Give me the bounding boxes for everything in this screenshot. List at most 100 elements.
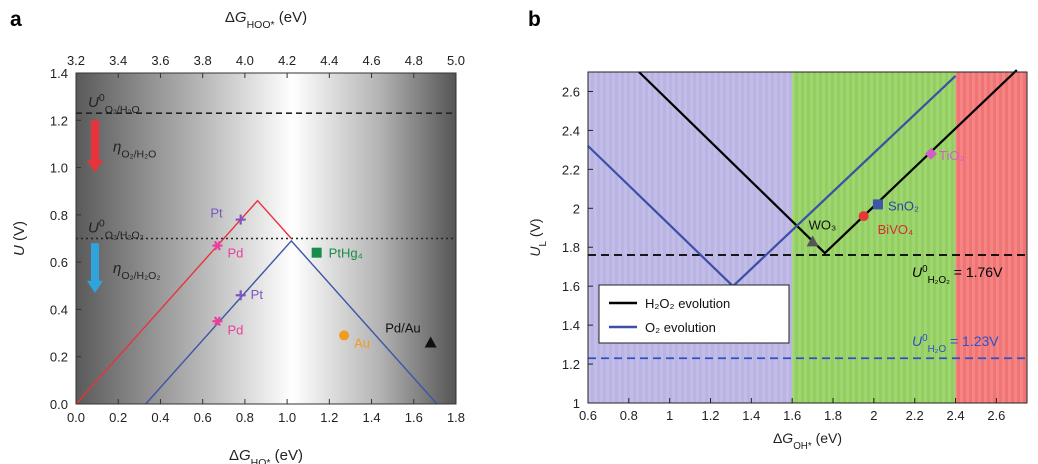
arrow-label: ηO₂/H₂O₂ — [113, 260, 160, 282]
series-line — [638, 69, 1018, 255]
data-point-marker — [311, 247, 322, 258]
panel-label-b: b — [528, 8, 541, 31]
data-point-label: Pt — [251, 287, 264, 302]
y-tick-label: 1.2 — [562, 357, 580, 372]
panel-label-a: a — [10, 8, 22, 31]
y-tick-label: 1.8 — [562, 240, 580, 255]
data-point-label: Au — [354, 335, 370, 350]
x2-tick-label: 4.8 — [405, 53, 423, 68]
y-tick-label: 1.0 — [50, 161, 68, 176]
x-tick-label: 0.2 — [109, 410, 127, 425]
x-tick-label: 2.6 — [987, 408, 1005, 423]
x2-tick-label: 4.2 — [278, 53, 296, 68]
x2-tick-label: 4.4 — [320, 53, 338, 68]
plot-frame — [75, 72, 457, 405]
x2-tick-label: 3.8 — [194, 53, 212, 68]
data-point-marker — [212, 240, 223, 251]
data-point-label: PtHg₄ — [329, 246, 363, 261]
x2-tick-label: 3.2 — [67, 53, 85, 68]
data-point-label: Pd — [227, 322, 243, 337]
x-tick-label: 1.8 — [824, 408, 842, 423]
data-point-marker-arm2 — [213, 240, 221, 251]
y-tick-label: 0.6 — [50, 255, 68, 270]
series-line — [145, 239, 438, 405]
y-tick-label: 1.4 — [50, 66, 68, 81]
y-tick-label: 0.0 — [50, 397, 68, 412]
data-point-marker — [806, 235, 819, 247]
legend: H₂O₂ evolution O₂ evolution — [598, 284, 790, 344]
x-tick-label: 0.4 — [151, 410, 169, 425]
x-tick-label: 2 — [870, 408, 877, 423]
x2-axis-title: ΔGHOO* (eV) — [225, 9, 307, 31]
x-tick-label: 1.6 — [405, 410, 423, 425]
series-line — [75, 199, 292, 405]
y-axis-title: UL (V) — [527, 218, 549, 256]
data-point-label: BiVO₄ — [878, 222, 914, 237]
x-tick-label: 2.2 — [906, 408, 924, 423]
x2-tick-label: 3.6 — [151, 53, 169, 68]
x-tick-label: 1.2 — [701, 408, 719, 423]
y-tick-label: 2.4 — [562, 123, 580, 138]
legend-label: O₂ evolution — [645, 320, 716, 335]
data-point-marker — [872, 199, 883, 210]
reference-line-label: U0H₂O₂ = 1.76V — [912, 264, 1003, 286]
panel-a: a U0O₂/H₂O U0O₂/H₂O₂ ηO₂/H₂O ηO₂/H₂O₂ Pt Pd Pt… — [10, 8, 465, 464]
y-tick-label: 1.6 — [562, 279, 580, 294]
shaded-region-texture — [955, 72, 1027, 403]
y-tick-label: 1.2 — [50, 113, 68, 128]
data-point-label: WO₃ — [809, 217, 837, 232]
shaded-region-texture — [588, 72, 793, 403]
x2-tick-label: 4.0 — [236, 53, 254, 68]
y-tick-label: 1.4 — [562, 318, 580, 333]
x-tick-label: 1.6 — [783, 408, 801, 423]
legend-label: H₂O₂ evolution — [645, 296, 730, 311]
y-tick-label: 2.6 — [562, 84, 580, 99]
x-tick-label: 2.4 — [946, 408, 964, 423]
x2-tick-label: 3.4 — [109, 53, 127, 68]
x-tick-label: 0.8 — [236, 410, 254, 425]
plot-frame — [587, 71, 1028, 404]
y-tick-label: 1 — [573, 396, 580, 411]
data-point-marker — [212, 316, 223, 327]
x-tick-label: 1.2 — [320, 410, 338, 425]
y-tick-label: 2 — [573, 201, 580, 216]
reference-line-label: U0O₂/H₂O — [88, 92, 140, 116]
data-point-label: Pd/Au — [385, 321, 420, 336]
x2-tick-label: 5.0 — [447, 53, 465, 68]
x-tick-label: 0.0 — [67, 410, 85, 425]
x-tick-label: 1.4 — [363, 410, 381, 425]
x-tick-label: 0.8 — [620, 408, 638, 423]
data-point-marker — [858, 211, 869, 222]
legend-box — [598, 284, 790, 344]
x-tick-label: 1.8 — [447, 410, 465, 425]
x-axis-title: ΔGOH* (eV) — [773, 430, 842, 452]
data-point-label: Pt — [210, 206, 223, 221]
data-point-marker — [424, 336, 437, 348]
data-point-marker — [339, 330, 350, 341]
data-point-label: SnO₂ — [888, 198, 919, 213]
x-tick-label: 0.6 — [579, 408, 597, 423]
data-point-marker-arm2 — [213, 316, 221, 327]
x-tick-label: 1.0 — [278, 410, 296, 425]
overpotential-arrow — [87, 120, 103, 173]
y-tick-label: 2.2 — [562, 162, 580, 177]
data-point-label: TiO₂ — [939, 148, 965, 163]
x-tick-label: 1.4 — [742, 408, 760, 423]
reference-line-label: U0O₂/H₂O₂ — [88, 218, 144, 242]
x-tick-label: 1 — [666, 408, 673, 423]
y-tick-label: 0.4 — [50, 302, 68, 317]
y-axis-title: U (V) — [11, 221, 28, 256]
data-point-label: Pd — [227, 246, 243, 261]
overpotential-arrow — [87, 243, 103, 293]
x2-tick-label: 4.6 — [363, 53, 381, 68]
y-tick-label: 0.2 — [50, 350, 68, 365]
arrow-label: ηO₂/H₂O — [113, 138, 156, 160]
reference-line-label: U0H₂O = 1.23V — [912, 333, 999, 355]
panel-b: b U0H₂O₂ = 1.76V U0H₂O = 1.23V WO₃ BiVO₄ SnO… — [527, 8, 1028, 452]
x-tick-label: 0.6 — [194, 410, 212, 425]
x-axis-title: ΔGHO* (eV) — [229, 447, 303, 464]
data-point-marker — [235, 290, 246, 301]
data-point-marker — [235, 214, 246, 225]
shaded-region-texture — [792, 72, 956, 403]
